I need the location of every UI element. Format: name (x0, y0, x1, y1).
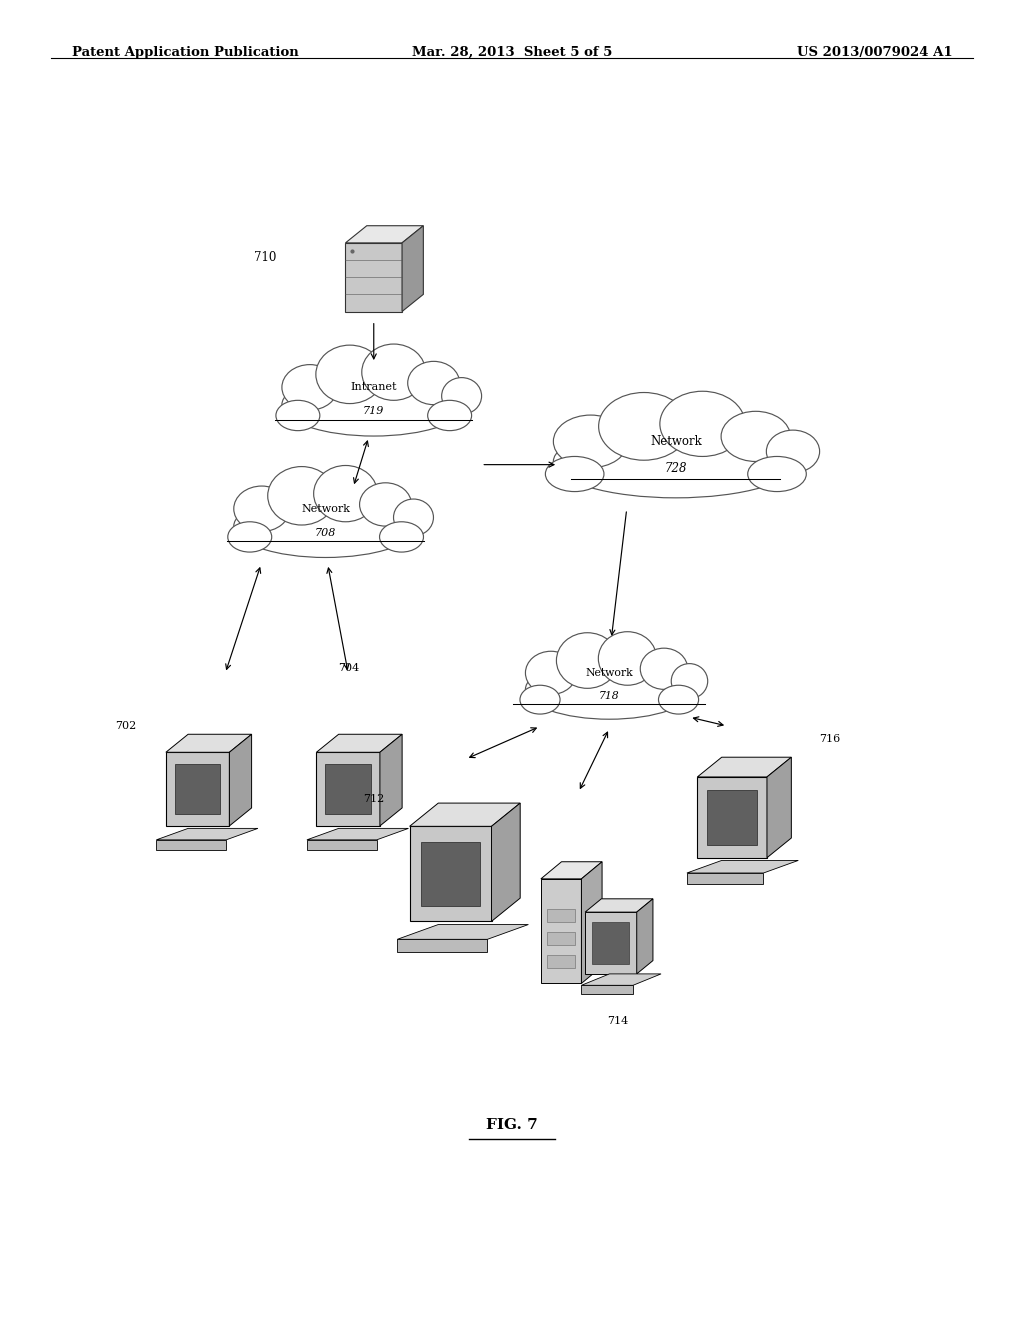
Ellipse shape (313, 466, 378, 521)
Text: Network: Network (301, 504, 350, 513)
Polygon shape (687, 873, 764, 884)
Ellipse shape (766, 430, 819, 473)
Ellipse shape (553, 414, 628, 467)
Text: 714: 714 (607, 1016, 628, 1027)
Polygon shape (397, 924, 528, 940)
Ellipse shape (556, 632, 618, 688)
Polygon shape (767, 758, 792, 858)
Ellipse shape (267, 466, 336, 525)
Text: 710: 710 (254, 251, 276, 264)
Ellipse shape (428, 400, 472, 430)
Polygon shape (316, 734, 402, 752)
Polygon shape (157, 840, 226, 850)
Ellipse shape (658, 685, 698, 714)
Polygon shape (541, 879, 582, 983)
Polygon shape (397, 940, 487, 952)
Ellipse shape (275, 400, 319, 430)
Ellipse shape (441, 378, 481, 414)
Polygon shape (380, 734, 402, 826)
Text: US 2013/0079024 A1: US 2013/0079024 A1 (797, 46, 952, 59)
Ellipse shape (672, 664, 708, 698)
Polygon shape (697, 758, 792, 777)
Polygon shape (421, 842, 480, 906)
Ellipse shape (233, 486, 290, 532)
Ellipse shape (659, 391, 745, 457)
Polygon shape (316, 752, 380, 826)
Text: 708: 708 (315, 528, 336, 537)
Polygon shape (157, 829, 258, 840)
Ellipse shape (408, 362, 460, 405)
Polygon shape (582, 862, 602, 983)
Polygon shape (345, 243, 402, 312)
Ellipse shape (359, 483, 412, 527)
Polygon shape (175, 764, 220, 814)
Polygon shape (410, 803, 520, 826)
Ellipse shape (721, 412, 791, 462)
Polygon shape (326, 764, 371, 814)
Text: Network: Network (650, 434, 701, 447)
Ellipse shape (315, 345, 384, 404)
Polygon shape (547, 932, 575, 945)
Polygon shape (582, 974, 662, 985)
Text: 704: 704 (338, 663, 359, 673)
Text: 716: 716 (819, 734, 841, 744)
Polygon shape (410, 826, 492, 921)
Polygon shape (402, 226, 423, 312)
Polygon shape (345, 226, 423, 243)
Text: 718: 718 (599, 690, 620, 701)
Text: 719: 719 (364, 407, 384, 416)
Text: Patent Application Publication: Patent Application Publication (72, 46, 298, 59)
Ellipse shape (748, 457, 806, 491)
Ellipse shape (553, 425, 799, 498)
Ellipse shape (361, 345, 426, 400)
Ellipse shape (598, 632, 656, 685)
Ellipse shape (525, 660, 693, 719)
Ellipse shape (525, 651, 577, 694)
Text: Intranet: Intranet (350, 383, 397, 392)
Ellipse shape (546, 457, 604, 491)
Text: Mar. 28, 2013  Sheet 5 of 5: Mar. 28, 2013 Sheet 5 of 5 (412, 46, 612, 59)
Polygon shape (166, 752, 229, 826)
Polygon shape (492, 803, 520, 921)
Text: 728: 728 (665, 462, 687, 475)
Ellipse shape (599, 392, 689, 461)
Text: 702: 702 (115, 721, 136, 731)
Ellipse shape (282, 374, 466, 436)
Ellipse shape (380, 521, 424, 552)
Polygon shape (592, 921, 630, 964)
Polygon shape (166, 734, 252, 752)
Polygon shape (307, 840, 377, 850)
Ellipse shape (227, 521, 271, 552)
Polygon shape (637, 899, 653, 974)
Polygon shape (708, 789, 757, 845)
Polygon shape (697, 777, 767, 858)
Polygon shape (547, 909, 575, 921)
Polygon shape (547, 956, 575, 968)
Polygon shape (585, 899, 653, 912)
Ellipse shape (233, 495, 418, 557)
Text: 712: 712 (362, 793, 384, 804)
Ellipse shape (520, 685, 560, 714)
Polygon shape (307, 829, 409, 840)
Polygon shape (687, 861, 799, 873)
Polygon shape (585, 912, 637, 974)
Ellipse shape (393, 499, 433, 536)
Polygon shape (541, 862, 602, 879)
Text: Network: Network (586, 668, 633, 678)
Polygon shape (582, 985, 633, 994)
Polygon shape (229, 734, 252, 826)
Text: FIG. 7: FIG. 7 (486, 1118, 538, 1131)
Ellipse shape (640, 648, 688, 689)
Ellipse shape (282, 364, 338, 411)
